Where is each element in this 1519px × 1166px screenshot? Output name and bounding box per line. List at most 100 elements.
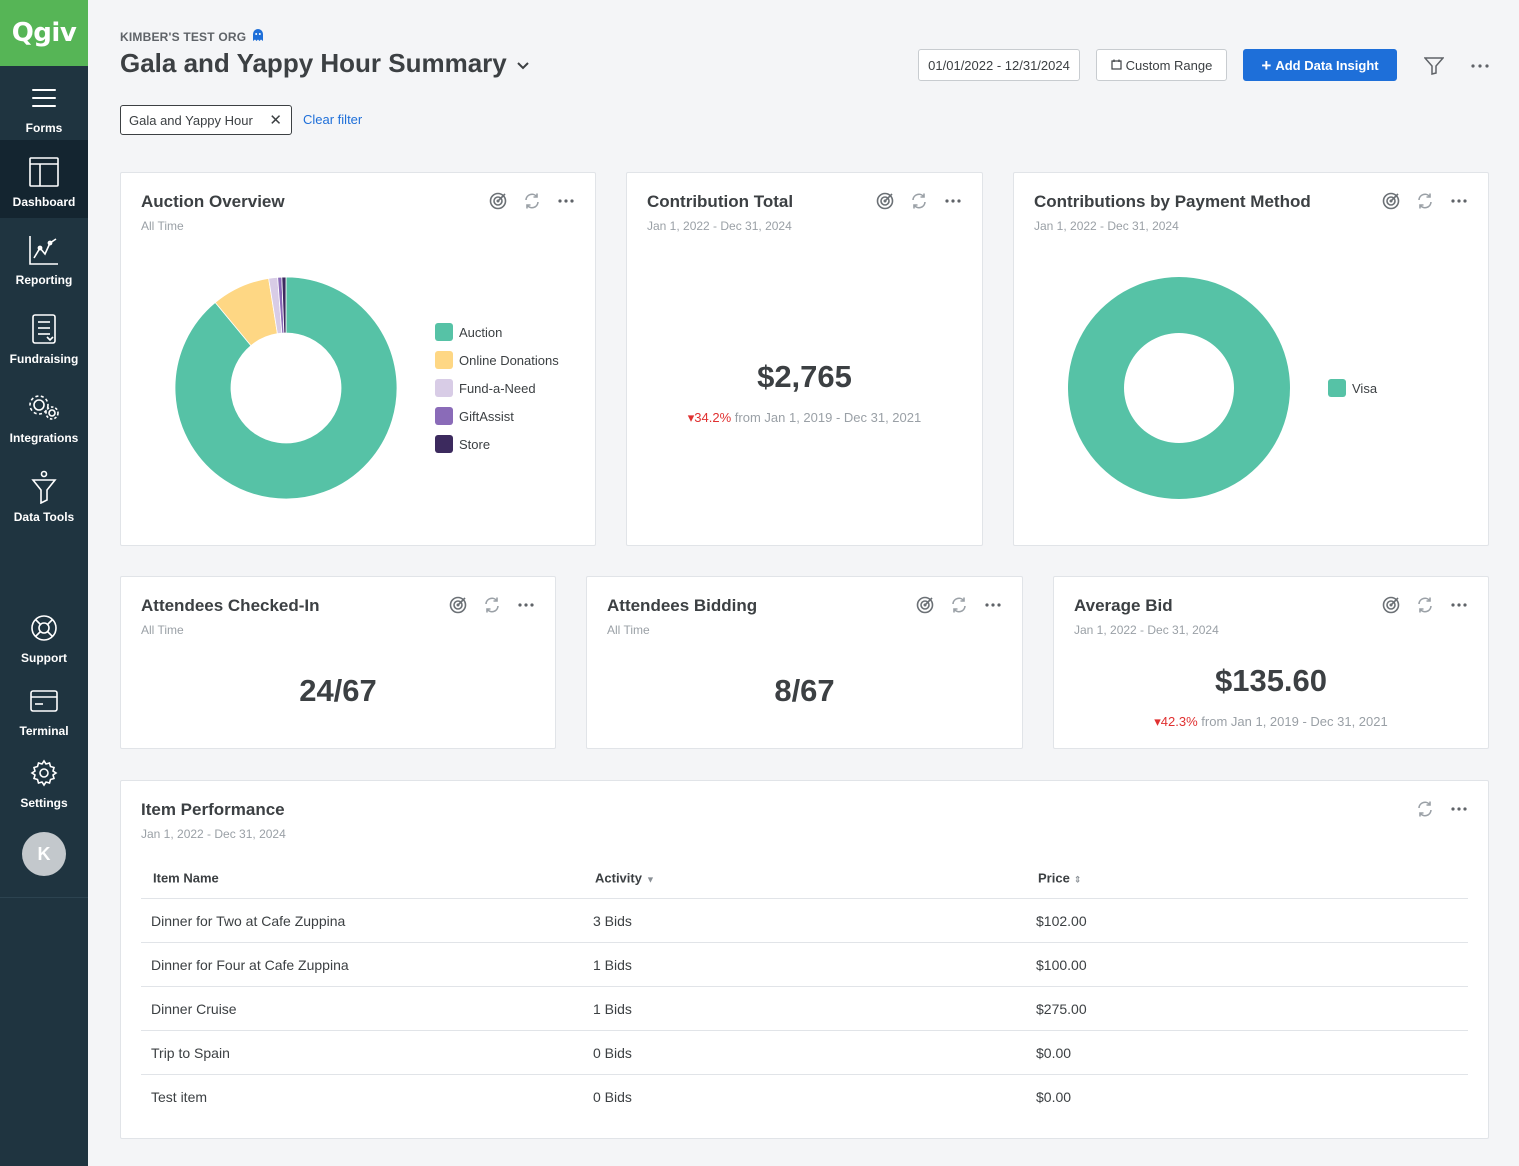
nav-terminal[interactable]: Terminal bbox=[0, 669, 88, 747]
card-title: Attendees Bidding bbox=[607, 596, 758, 615]
more-options-icon[interactable] bbox=[1466, 52, 1494, 80]
column-price[interactable]: Price ⇕ bbox=[1038, 870, 1081, 885]
legend-swatch bbox=[1328, 379, 1346, 397]
donut-slice-store[interactable] bbox=[281, 277, 287, 334]
legend-label: Visa bbox=[1352, 380, 1378, 396]
target-icon[interactable] bbox=[1381, 595, 1401, 615]
more-options-icon[interactable] bbox=[556, 191, 576, 211]
add-data-insight-button[interactable]: + Add Data Insight bbox=[1243, 49, 1397, 81]
plus-icon: + bbox=[1261, 55, 1272, 75]
more-options-icon[interactable] bbox=[1449, 191, 1469, 211]
nav-forms[interactable]: Forms bbox=[0, 66, 88, 144]
table-row[interactable]: Dinner for Two at Cafe Zuppina 3 Bids $102… bbox=[141, 899, 1468, 943]
legend-label: Online Donations bbox=[459, 352, 559, 368]
clear-filter-link[interactable]: Clear filter bbox=[303, 112, 363, 127]
filter-chip: Gala and Yappy Hour ✕ bbox=[120, 105, 292, 135]
table-row[interactable]: Test item 0 Bids $0.00 bbox=[141, 1075, 1468, 1119]
more-options-icon[interactable] bbox=[1449, 595, 1469, 615]
legend-label: Store bbox=[459, 436, 491, 452]
legend-item[interactable]: Store bbox=[435, 435, 559, 453]
payment-donut-chart bbox=[1068, 277, 1290, 499]
chevron-down-icon[interactable] bbox=[517, 57, 529, 75]
target-icon[interactable] bbox=[448, 595, 468, 615]
table-row[interactable]: Dinner Cruise 1 Bids $275.00 bbox=[141, 987, 1468, 1031]
card-title: Item Performance bbox=[141, 800, 285, 819]
nav-support[interactable]: Support bbox=[0, 596, 88, 674]
table-row[interactable]: Trip to Spain 0 Bids $0.00 bbox=[141, 1031, 1468, 1075]
contribution-delta: ▾34.2% from Jan 1, 2019 - Dec 31, 2021 bbox=[627, 410, 982, 426]
column-item-name[interactable]: Item Name bbox=[153, 870, 219, 885]
auction-legend: Auction Online Donations Fund-a-Need GiftAs… bbox=[435, 323, 559, 453]
legend-label: GiftAssist bbox=[459, 408, 514, 424]
card-actions bbox=[488, 191, 576, 211]
legend-item[interactable]: GiftAssist bbox=[435, 407, 559, 425]
item-name-cell: Dinner for Four at Cafe Zuppina bbox=[151, 956, 349, 973]
price-cell: $275.00 bbox=[1036, 1000, 1087, 1017]
price-cell: $100.00 bbox=[1036, 956, 1087, 973]
legend-swatch bbox=[435, 435, 453, 453]
nav-integrations[interactable]: Integrations bbox=[0, 376, 88, 454]
donut-slice-auction[interactable] bbox=[175, 277, 397, 499]
donut-slice-visa[interactable] bbox=[1068, 277, 1290, 499]
target-icon[interactable] bbox=[488, 191, 508, 211]
refresh-icon[interactable] bbox=[522, 191, 542, 211]
more-options-icon[interactable] bbox=[943, 191, 963, 211]
nav-dashboard[interactable]: Dashboard bbox=[0, 140, 88, 218]
more-options-icon[interactable] bbox=[983, 595, 1003, 615]
table-row[interactable]: Dinner for Four at Cafe Zuppina 1 Bids $10… bbox=[141, 943, 1468, 987]
org-label: KIMBER'S TEST ORG bbox=[120, 29, 247, 44]
more-options-icon[interactable] bbox=[516, 595, 536, 615]
delta-text: from Jan 1, 2019 - Dec 31, 2021 bbox=[1201, 714, 1388, 729]
close-icon[interactable]: ✕ bbox=[269, 112, 282, 129]
card-actions bbox=[1415, 799, 1469, 819]
contribution-total-value: $2,765 bbox=[757, 359, 852, 394]
card-actions bbox=[1381, 191, 1469, 211]
target-icon[interactable] bbox=[915, 595, 935, 615]
more-options-icon[interactable] bbox=[1449, 799, 1469, 819]
bidding-value: 8/67 bbox=[774, 673, 835, 708]
legend-item[interactable]: Online Donations bbox=[435, 351, 559, 369]
card-title: Auction Overview bbox=[141, 192, 285, 211]
date-range-button[interactable]: 01/01/2022 - 12/31/2024 bbox=[918, 49, 1080, 81]
nav-reporting[interactable]: Reporting bbox=[0, 218, 88, 296]
average-bid-card: Average Bid Jan 1, 2022 - Dec 31, 2024 $… bbox=[1053, 576, 1489, 749]
custom-range-button[interactable]: Custom Range bbox=[1096, 49, 1227, 81]
column-price-label: Price bbox=[1038, 870, 1070, 885]
column-activity[interactable]: Activity ▼ bbox=[595, 870, 655, 885]
card-title: Attendees Checked-In bbox=[141, 596, 320, 615]
legend-item[interactable]: Auction bbox=[435, 323, 559, 341]
checked-in-value: 24/67 bbox=[299, 673, 377, 708]
legend-swatch bbox=[435, 323, 453, 341]
column-activity-label: Activity bbox=[595, 870, 642, 885]
card-title: Contribution Total bbox=[647, 192, 794, 211]
item-name-cell: Dinner for Two at Cafe Zuppina bbox=[151, 912, 346, 929]
refresh-icon[interactable] bbox=[1415, 799, 1435, 819]
delta-percent: 34.2% bbox=[694, 410, 732, 425]
nav-data-tools[interactable]: Data Tools bbox=[0, 455, 88, 533]
refresh-icon[interactable] bbox=[482, 595, 502, 615]
refresh-icon[interactable] bbox=[909, 191, 929, 211]
activity-cell: 0 Bids bbox=[593, 1089, 632, 1105]
refresh-icon[interactable] bbox=[949, 595, 969, 615]
card-subtitle: Jan 1, 2022 - Dec 31, 2024 bbox=[141, 827, 286, 841]
target-icon[interactable] bbox=[1381, 191, 1401, 211]
chart-line-icon bbox=[27, 233, 61, 267]
avatar[interactable]: K bbox=[22, 832, 66, 876]
legend-item[interactable]: Visa bbox=[1328, 379, 1377, 397]
refresh-icon[interactable] bbox=[1415, 595, 1435, 615]
sort-icon: ⇕ bbox=[1073, 874, 1082, 884]
ghost-icon bbox=[252, 28, 264, 45]
nav-dashboard-label: Dashboard bbox=[12, 195, 76, 209]
page-title[interactable]: Gala and Yappy Hour Summary bbox=[120, 48, 529, 79]
nav-fundraising[interactable]: Fundraising bbox=[0, 297, 88, 375]
card-subtitle: Jan 1, 2022 - Dec 31, 2024 bbox=[1034, 219, 1179, 233]
card-title: Average Bid bbox=[1074, 596, 1173, 615]
card-actions bbox=[875, 191, 963, 211]
filter-icon[interactable] bbox=[1420, 52, 1448, 80]
target-icon[interactable] bbox=[875, 191, 895, 211]
nav-support-label: Support bbox=[21, 651, 67, 665]
qgiv-logo[interactable]: Qgiv bbox=[0, 0, 88, 66]
nav-settings[interactable]: Settings bbox=[0, 741, 88, 819]
legend-item[interactable]: Fund-a-Need bbox=[435, 379, 559, 397]
refresh-icon[interactable] bbox=[1415, 191, 1435, 211]
